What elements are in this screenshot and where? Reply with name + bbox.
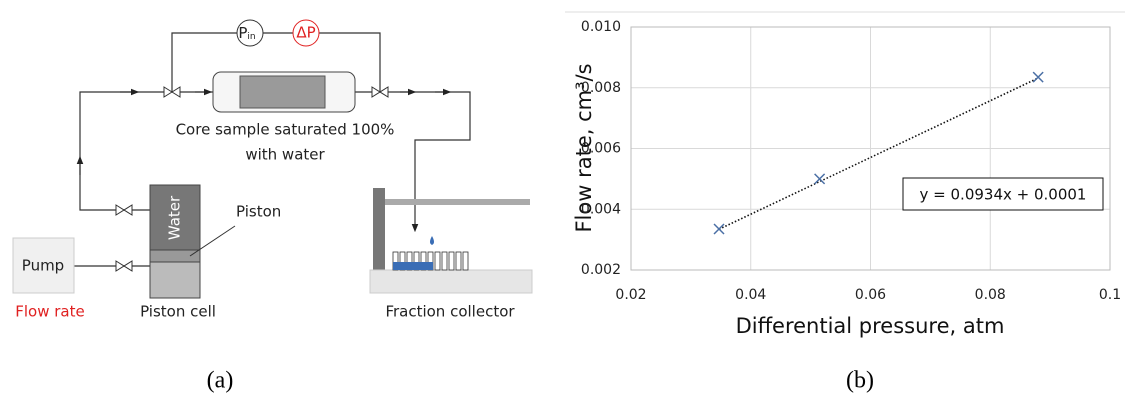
x-tick-label: 0.02 xyxy=(615,287,646,303)
pump-label: Pump xyxy=(22,257,64,275)
x-axis-title: Differential pressure, atm xyxy=(736,314,1005,338)
water xyxy=(149,184,201,251)
collector-label: Fraction collector xyxy=(385,303,515,321)
flow-rate-label: Flow rate xyxy=(15,303,84,321)
gauge-line xyxy=(171,32,381,92)
pipe xyxy=(79,91,213,211)
equation-box xyxy=(902,177,1104,211)
gauge-label: ΔP xyxy=(296,24,315,42)
y-tick-label: 0.010 xyxy=(581,19,621,35)
y-tick-label: 0.002 xyxy=(581,262,621,278)
base xyxy=(369,269,533,294)
y-tick-label: 0.004 xyxy=(581,201,621,217)
leader xyxy=(189,225,236,257)
marker xyxy=(713,223,725,235)
panel-label: (a) xyxy=(207,368,234,394)
plot-frame xyxy=(630,26,1111,271)
valves xyxy=(115,86,389,272)
drop xyxy=(430,236,434,245)
marker xyxy=(1032,71,1044,83)
equation: y = 0.0934x + 0.0001 xyxy=(920,186,1087,204)
piston-disc xyxy=(149,249,201,263)
gauge-sub: in xyxy=(247,32,255,42)
core-label: with water xyxy=(245,146,325,164)
x-tick-label: 0.04 xyxy=(735,287,766,303)
gauge-symbol: P xyxy=(238,24,247,42)
piston-label: Piston xyxy=(236,203,281,221)
core-label: Core sample saturated 100% xyxy=(176,121,395,139)
x-tick-label: 0.1 xyxy=(1099,287,1121,303)
trendline xyxy=(718,77,1039,230)
x-tick-label: 0.06 xyxy=(855,287,886,303)
liquid xyxy=(393,262,433,270)
pipe xyxy=(355,91,471,233)
x-tick-label: 0.08 xyxy=(975,287,1006,303)
core-sample xyxy=(239,75,326,109)
gauge-label: Pin xyxy=(238,24,255,42)
marker xyxy=(814,173,826,185)
y-tick-label: 0.006 xyxy=(581,141,621,157)
y-axis-title: Flow rate, cm³/s xyxy=(572,63,596,232)
stand xyxy=(373,188,385,270)
gauge xyxy=(236,19,264,47)
y-tick-label: 0.008 xyxy=(581,80,621,96)
piston-cell-label: Piston cell xyxy=(140,303,216,321)
water-label: Water xyxy=(166,195,184,240)
gauge xyxy=(292,19,320,47)
arm xyxy=(385,199,530,205)
tubes xyxy=(392,251,469,271)
panel-label: (b) xyxy=(846,368,874,394)
diagram: Pin ΔP Core sample saturated 100% with w… xyxy=(12,19,533,394)
chart: 0.002 0.004 0.006 0.008 0.010 0.02 0.04 0.06 0.0… xyxy=(581,19,1121,303)
pump-box xyxy=(12,237,75,294)
